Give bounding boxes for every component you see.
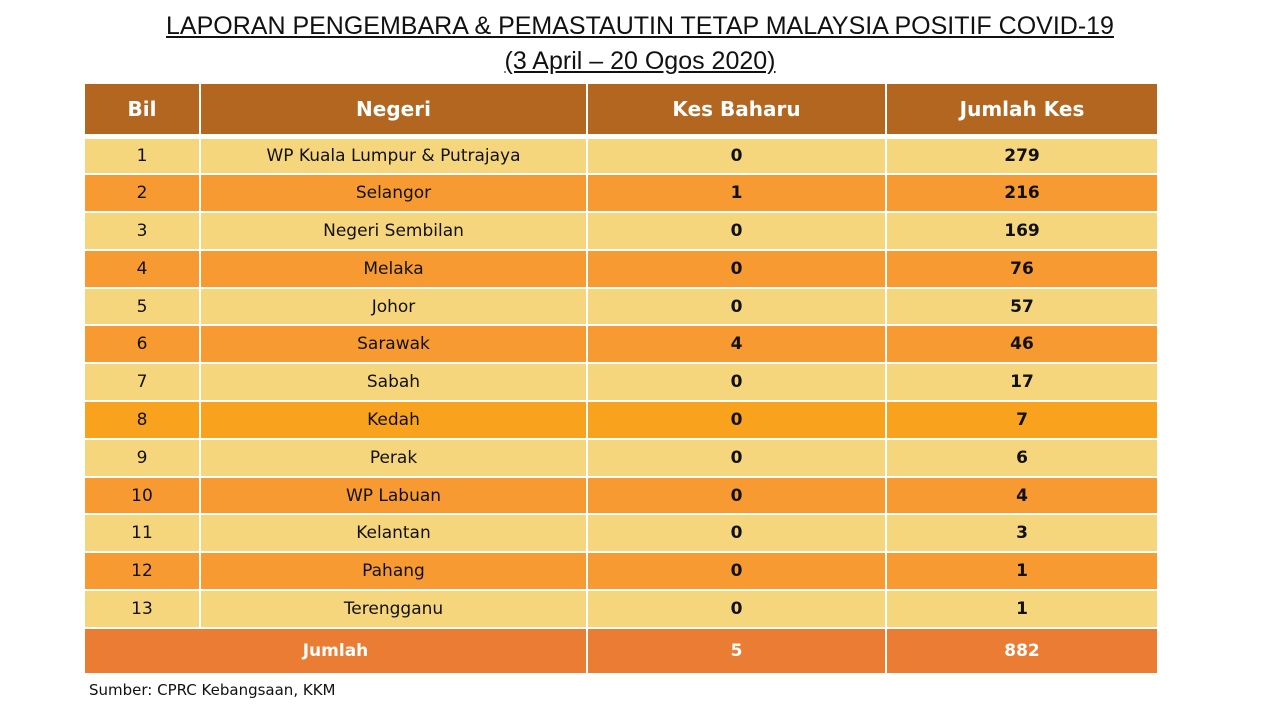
- table-row: 8 Kedah 0 7: [83, 400, 1159, 440]
- row-number: 10: [83, 475, 201, 516]
- table-row: 9 Perak 0 6: [83, 437, 1159, 478]
- total-jumlah-kes: 882: [885, 626, 1159, 675]
- state-name: Sabah: [199, 362, 588, 403]
- total-cases: 4: [885, 475, 1159, 516]
- header-row: Bil Negeri Kes Baharu Jumlah Kes: [83, 82, 1159, 139]
- total-kes-baharu: 5: [586, 626, 887, 675]
- row-number: 6: [83, 324, 201, 365]
- total-cases: 57: [885, 286, 1159, 327]
- state-name: Kelantan: [199, 513, 588, 554]
- new-cases: 0: [586, 248, 887, 289]
- column-header: Negeri: [199, 82, 588, 139]
- source-note: Sumber: CPRC Kebangsaan, KKM: [89, 681, 336, 699]
- table-row: 1 WP Kuala Lumpur & Putrajaya 0 279: [83, 135, 1159, 176]
- row-number: 13: [83, 589, 201, 629]
- new-cases: 0: [586, 362, 887, 403]
- total-cases: 17: [885, 362, 1159, 403]
- total-cases: 6: [885, 437, 1159, 478]
- state-name: Perak: [199, 437, 588, 478]
- column-header: Kes Baharu: [586, 82, 887, 139]
- table-row: 2 Selangor 1 216: [83, 173, 1159, 214]
- table-row: 11 Kelantan 0 3: [83, 513, 1159, 554]
- total-row: Jumlah 5 882: [83, 626, 1159, 675]
- total-label: Jumlah: [83, 626, 588, 675]
- row-number: 3: [83, 211, 201, 251]
- row-number: 5: [83, 286, 201, 327]
- total-cases: 7: [885, 400, 1159, 440]
- new-cases: 0: [586, 551, 887, 592]
- new-cases: 0: [586, 211, 887, 251]
- state-name: Kedah: [199, 400, 588, 440]
- case-table: Bil Negeri Kes Baharu Jumlah Kes 1 WP Kuala …: [83, 82, 1159, 675]
- state-name: Terengganu: [199, 589, 588, 629]
- total-cases: 3: [885, 513, 1159, 554]
- row-number: 1: [83, 135, 201, 176]
- total-cases: 216: [885, 173, 1159, 214]
- new-cases: 0: [586, 400, 887, 440]
- row-number: 12: [83, 551, 201, 592]
- new-cases: 0: [586, 589, 887, 629]
- state-name: Selangor: [199, 173, 588, 214]
- table-row: 7 Sabah 0 17: [83, 362, 1159, 403]
- total-cases: 76: [885, 248, 1159, 289]
- row-number: 9: [83, 437, 201, 478]
- new-cases: 0: [586, 135, 887, 176]
- state-name: Johor: [199, 286, 588, 327]
- new-cases: 0: [586, 475, 887, 516]
- table-row: 13 Terengganu 0 1: [83, 589, 1159, 629]
- new-cases: 1: [586, 173, 887, 214]
- state-name: Pahang: [199, 551, 588, 592]
- total-cases: 1: [885, 551, 1159, 592]
- title: LAPORAN PENGEMBARA & PEMASTAUTIN TETAP M…: [166, 12, 1114, 40]
- table-row: 4 Melaka 0 76: [83, 248, 1159, 289]
- new-cases: 0: [586, 437, 887, 478]
- state-name: Negeri Sembilan: [199, 211, 588, 251]
- state-name: WP Labuan: [199, 475, 588, 516]
- total-cases: 1: [885, 589, 1159, 629]
- table-row: 12 Pahang 0 1: [83, 551, 1159, 592]
- total-cases: 46: [885, 324, 1159, 365]
- table-row: 5 Johor 0 57: [83, 286, 1159, 327]
- total-cases: 169: [885, 211, 1159, 251]
- table-row: 10 WP Labuan 0 4: [83, 475, 1159, 516]
- column-header: Bil: [83, 82, 201, 139]
- row-number: 8: [83, 400, 201, 440]
- new-cases: 0: [586, 286, 887, 327]
- row-number: 4: [83, 248, 201, 289]
- state-name: Sarawak: [199, 324, 588, 365]
- subtitle: (3 April – 20 Ogos 2020): [504, 47, 776, 75]
- table-row: 6 Sarawak 4 46: [83, 324, 1159, 365]
- new-cases: 0: [586, 513, 887, 554]
- row-number: 2: [83, 173, 201, 214]
- new-cases: 4: [586, 324, 887, 365]
- row-number: 11: [83, 513, 201, 554]
- table-row: 3 Negeri Sembilan 0 169: [83, 211, 1159, 251]
- state-name: WP Kuala Lumpur & Putrajaya: [199, 135, 588, 176]
- column-header: Jumlah Kes: [885, 82, 1159, 139]
- total-cases: 279: [885, 135, 1159, 176]
- state-name: Melaka: [199, 248, 588, 289]
- row-number: 7: [83, 362, 201, 403]
